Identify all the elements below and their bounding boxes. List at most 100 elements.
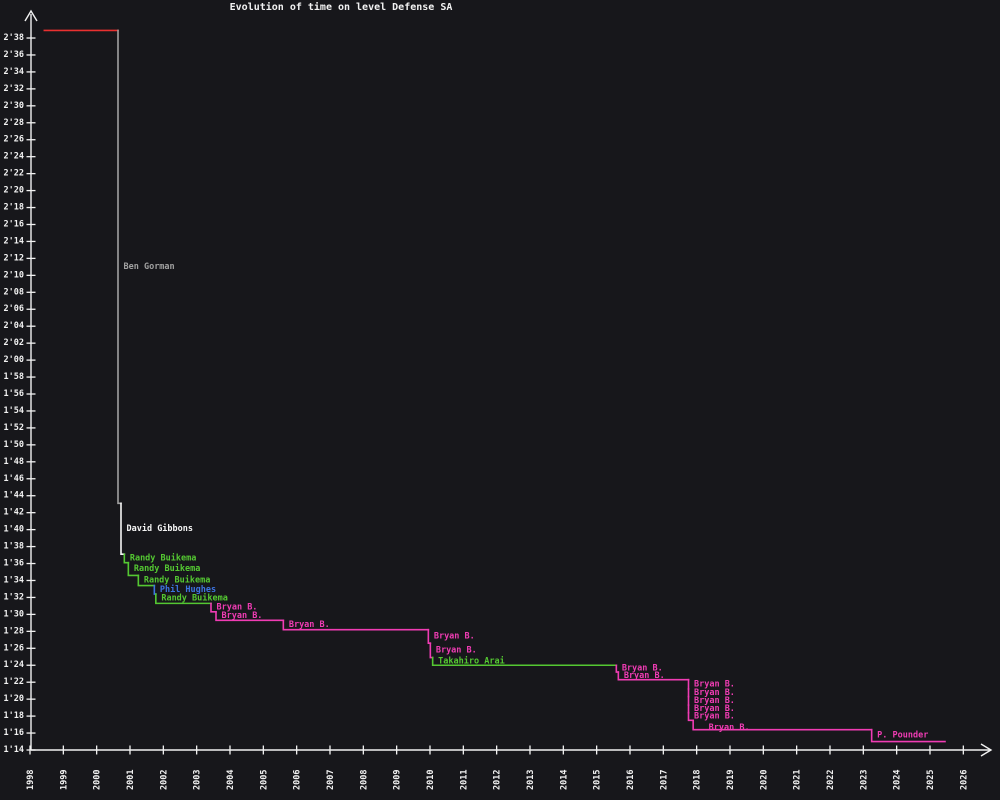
- x-tick-label: 2024: [893, 770, 903, 790]
- record-holder-label: Bryan B.: [289, 620, 330, 630]
- y-tick-label: 1'28: [4, 626, 24, 636]
- y-tick-label: 2'26: [4, 135, 24, 145]
- y-tick-label: 1'20: [4, 694, 24, 704]
- y-tick-label: 2'06: [4, 304, 24, 314]
- record-step-line: [617, 671, 690, 681]
- record-step-line: [870, 728, 946, 743]
- record-holder-label: Bryan B.: [622, 664, 663, 674]
- y-tick-label: 2'22: [4, 169, 24, 179]
- record-holder-label: Bryan B.: [221, 611, 262, 621]
- x-tick-label: 2009: [393, 770, 403, 790]
- x-tick-label: 2026: [959, 770, 969, 790]
- record-holder-label: Phil Hughes: [160, 584, 216, 595]
- y-tick-label: 2'08: [4, 287, 24, 297]
- y-tick-label: 2'12: [4, 253, 24, 263]
- record-step-line: [615, 664, 620, 673]
- record-holder-label: Bryan B.: [216, 603, 257, 613]
- y-tick-label: 1'40: [4, 525, 24, 535]
- y-tick-label: 2'18: [4, 203, 24, 213]
- record-step-line: [692, 719, 873, 731]
- x-tick-label: 2008: [359, 770, 369, 790]
- x-tick-label: 2022: [826, 770, 836, 790]
- y-tick-label: 1'42: [4, 508, 24, 518]
- x-tick-label: 2003: [193, 770, 203, 790]
- y-tick-label: 1'52: [4, 423, 24, 433]
- record-holder-label: Bryan B.: [624, 671, 665, 681]
- y-tick-label: 2'20: [4, 186, 24, 196]
- x-tick-label: 2016: [626, 770, 636, 790]
- record-step-line: [427, 628, 432, 645]
- x-tick-label: 2015: [593, 770, 603, 790]
- y-tick-label: 2'28: [4, 118, 24, 128]
- y-tick-label: 1'34: [4, 575, 24, 585]
- x-tick-label: 2013: [526, 770, 536, 790]
- y-tick-label: 1'36: [4, 559, 24, 569]
- record-step-line: [155, 593, 212, 605]
- record-holder-label: Takahiro Arai: [438, 655, 505, 666]
- x-tick-label: 2019: [726, 770, 736, 790]
- y-tick-label: 2'14: [4, 236, 24, 246]
- record-step-line: [127, 561, 140, 577]
- record-holder-label: Bryan B.: [694, 688, 735, 698]
- x-tick-label: 2004: [226, 770, 236, 790]
- record-holder-label: Ben Gorman: [123, 262, 174, 272]
- record-holder-label: Bryan B.: [434, 631, 475, 641]
- x-tick-label: 2020: [759, 770, 769, 790]
- record-holder-label: P. Pounder: [877, 731, 928, 741]
- x-tick-label: 2017: [659, 770, 669, 790]
- x-tick-label: 2014: [559, 770, 569, 790]
- y-tick-label: 1'30: [4, 609, 24, 619]
- y-tick-label: 1'26: [4, 643, 24, 653]
- x-tick-label: 2025: [926, 770, 936, 790]
- y-tick-label: 1'44: [4, 491, 24, 501]
- record-holder-label: Bryan B.: [694, 704, 735, 714]
- record-step-line: [282, 619, 430, 631]
- record-step-line: [431, 656, 618, 667]
- y-tick-label: 1'58: [4, 372, 24, 382]
- y-tick-label: 1'50: [4, 440, 24, 450]
- x-tick-label: 2006: [293, 770, 303, 790]
- y-tick-label: 2'04: [4, 321, 24, 331]
- y-tick-label: 1'18: [4, 711, 24, 721]
- record-step-line: [153, 584, 157, 595]
- y-tick-label: 1'24: [4, 660, 24, 670]
- y-tick-label: 2'10: [4, 270, 24, 280]
- record-step-line: [120, 502, 126, 556]
- y-tick-label: 1'46: [4, 474, 24, 484]
- y-tick-label: 1'14: [4, 745, 24, 755]
- record-holder-label: Bryan B.: [709, 723, 750, 733]
- x-tick-label: 2007: [326, 770, 336, 790]
- record-holder-label: Bryan B.: [694, 712, 735, 722]
- x-tick-label: 2012: [493, 770, 503, 790]
- y-tick-label: 1'54: [4, 406, 24, 416]
- y-tick-label: 2'36: [4, 50, 24, 60]
- y-tick-label: 1'32: [4, 592, 24, 602]
- record-holder-label: David Gibbons: [126, 523, 193, 534]
- record-step-line: [117, 29, 122, 505]
- y-tick-label: 2'32: [4, 84, 24, 94]
- y-tick-label: 2'24: [4, 152, 24, 162]
- record-step-line: [137, 574, 156, 587]
- record-holder-label: Randy Buikema: [144, 574, 211, 585]
- record-step-line: [215, 611, 285, 622]
- record-holder-label: Bryan B.: [436, 645, 477, 655]
- chart-title: Evolution of time on level Defense SA: [229, 2, 453, 13]
- y-tick-label: 2'02: [4, 338, 24, 348]
- y-tick-label: 1'38: [4, 542, 24, 552]
- x-tick-label: 2021: [793, 770, 803, 790]
- y-tick-label: 2'16: [4, 219, 24, 229]
- y-tick-label: 2'38: [4, 33, 24, 43]
- x-tick-label: 2023: [859, 770, 869, 790]
- x-axis-arrow-icon: [980, 743, 993, 757]
- record-step-line: [210, 602, 217, 613]
- x-tick-label: 2018: [693, 770, 703, 790]
- record-step-line: [123, 553, 130, 564]
- record-step-line: [687, 711, 694, 722]
- x-tick-label: 2000: [93, 770, 103, 790]
- y-tick-label: 1'48: [4, 457, 24, 467]
- x-tick-label: 2001: [126, 770, 136, 790]
- y-axis-arrow-icon: [24, 9, 38, 22]
- y-tick-label: 2'00: [4, 355, 24, 365]
